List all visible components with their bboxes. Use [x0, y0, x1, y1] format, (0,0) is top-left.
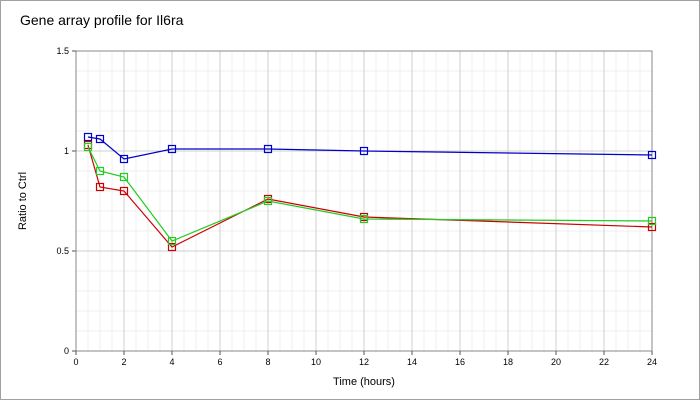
x-tick-label: 18 [503, 357, 513, 367]
data-point [119, 186, 129, 196]
x-tick-label: 22 [599, 357, 609, 367]
y-tick-label: 1.5 [56, 46, 69, 56]
series-1 [83, 132, 657, 164]
data-point [119, 154, 129, 164]
series-line [87, 146, 653, 242]
y-axis-label: Ratio to Ctrl [17, 172, 29, 230]
series-line [87, 136, 653, 160]
series-line [87, 144, 653, 248]
x-tick-label: 0 [73, 357, 78, 367]
series-3 [83, 142, 657, 246]
x-tick-label: 16 [455, 357, 465, 367]
data-point [647, 216, 657, 226]
data-point [167, 242, 177, 252]
data-point [119, 172, 129, 182]
y-tick-label: 0 [64, 346, 69, 356]
data-point [167, 236, 177, 246]
data-point [167, 144, 177, 154]
data-point [95, 134, 105, 144]
x-tick-label: 20 [551, 357, 561, 367]
data-point [647, 150, 657, 160]
x-tick-label: 4 [169, 357, 174, 367]
data-point [647, 222, 657, 232]
data-point [359, 146, 369, 156]
data-point [263, 196, 273, 206]
chart-title: Gene array profile for Il6ra [20, 12, 184, 28]
x-tick-label: 12 [359, 357, 369, 367]
x-tick-label: 8 [265, 357, 270, 367]
x-tick-label: 6 [217, 357, 222, 367]
data-point [95, 166, 105, 176]
series-2 [83, 140, 657, 252]
series-layer [83, 132, 657, 252]
data-point [263, 144, 273, 154]
data-point [95, 182, 105, 192]
y-tick-label: 1 [64, 146, 69, 156]
x-tick-label: 14 [407, 357, 417, 367]
grid [75, 50, 653, 352]
x-tick-label: 2 [121, 357, 126, 367]
x-axis-label: Time (hours) [333, 376, 395, 388]
data-point [83, 132, 93, 142]
x-tick-label: 24 [647, 357, 657, 367]
data-point [83, 142, 93, 152]
x-tick-label: 10 [311, 357, 321, 367]
data-point [359, 214, 369, 224]
y-tick-label: 0.5 [56, 246, 69, 256]
